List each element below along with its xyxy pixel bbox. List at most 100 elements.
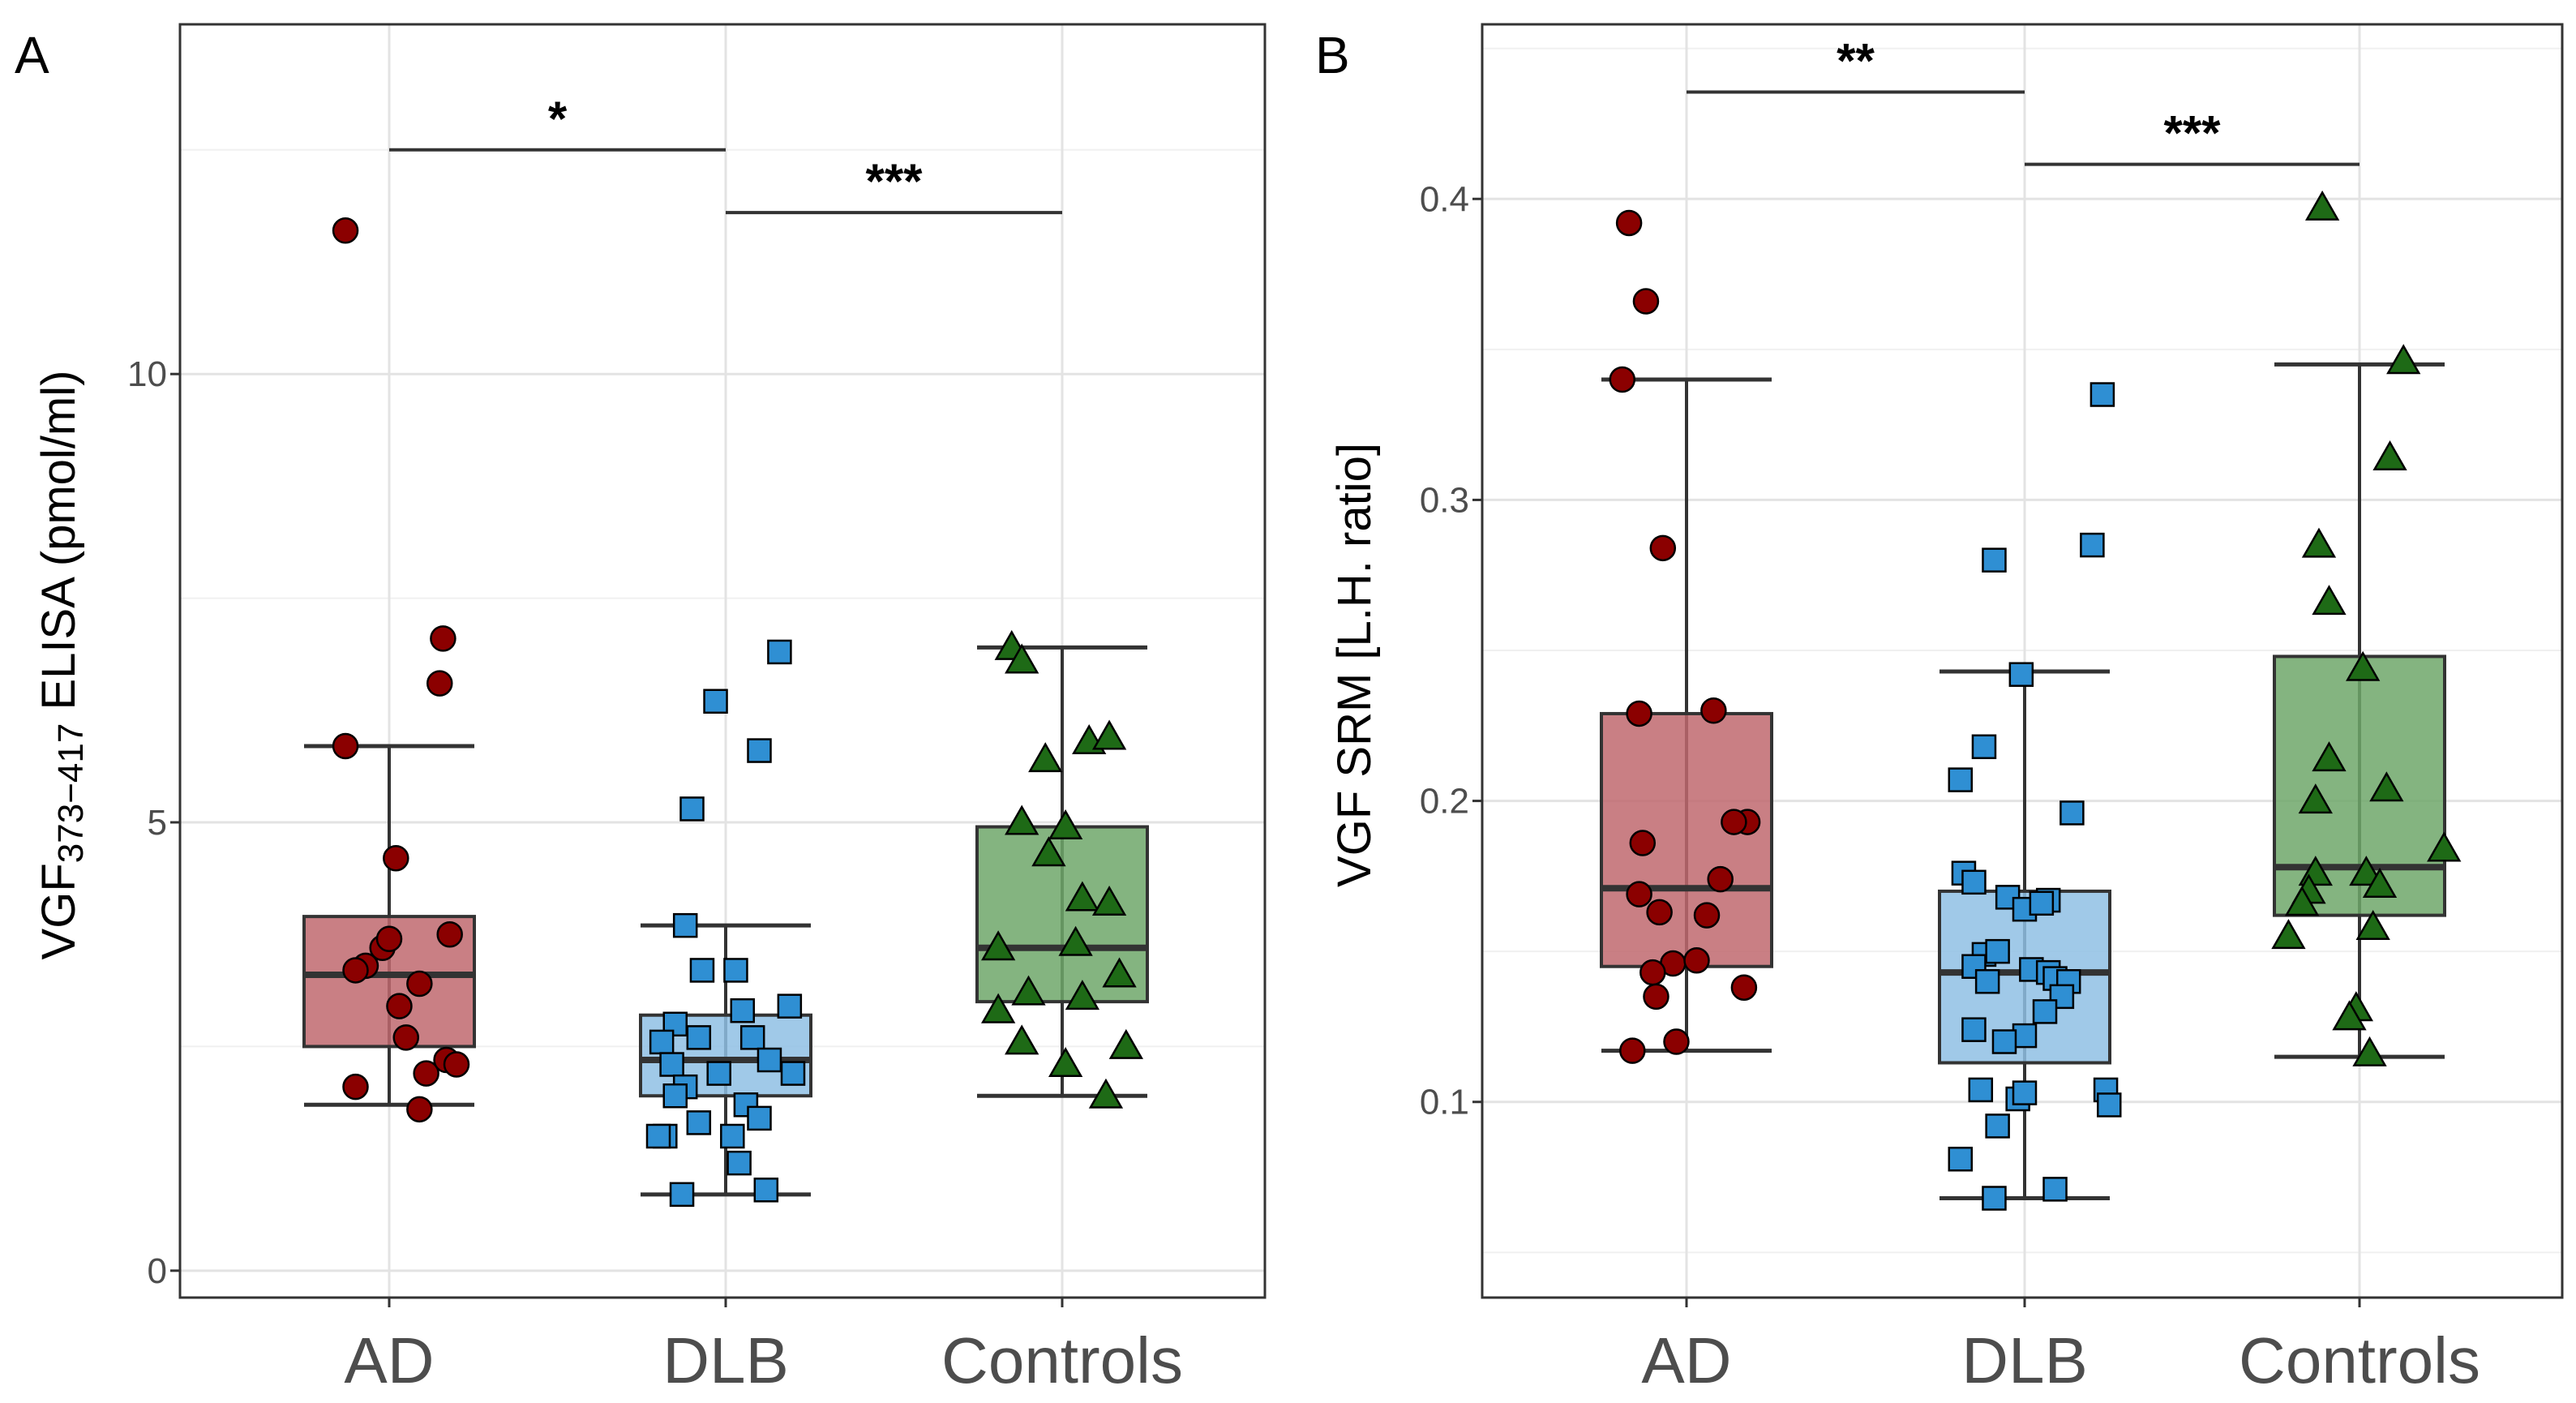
data-point-dlb <box>686 1025 712 1050</box>
data-point-dlb <box>703 689 728 714</box>
data-point-controls <box>2386 344 2421 375</box>
data-point-controls <box>1005 643 1039 674</box>
data-point-dlb <box>730 998 755 1023</box>
data-point-ad <box>375 925 403 952</box>
data-point-ad <box>332 732 359 760</box>
significance-label: *** <box>865 154 923 208</box>
data-point-dlb <box>739 1025 765 1050</box>
data-point-controls <box>2427 831 2462 862</box>
data-point-ad <box>1721 809 1747 835</box>
data-point-dlb <box>2097 1092 2122 1118</box>
x-tick-label: AD <box>1641 1324 1731 1397</box>
data-point-ad <box>426 670 453 697</box>
y-tick-label: 0.2 <box>1420 782 1469 822</box>
data-point-dlb <box>1948 1147 1974 1172</box>
data-point-ad <box>392 1024 419 1051</box>
data-point-controls <box>2312 741 2347 772</box>
data-point-dlb <box>1974 969 2000 994</box>
data-point-controls <box>1091 719 1127 750</box>
data-point-dlb <box>645 1123 671 1149</box>
data-point-dlb <box>2032 999 2058 1024</box>
data-point-dlb <box>1971 734 1997 760</box>
y-tick-label: 0.3 <box>1420 480 1469 520</box>
plot-border <box>178 23 1267 1299</box>
data-point-controls <box>2312 585 2347 616</box>
y-axis-title-main: VGF <box>32 863 85 959</box>
data-point-dlb <box>777 993 803 1019</box>
data-point-dlb <box>2042 1177 2068 1202</box>
data-point-dlb <box>649 1029 675 1055</box>
plot-border <box>1481 23 2564 1299</box>
data-point-ad <box>1609 366 1636 393</box>
data-point-dlb <box>2029 890 2055 916</box>
data-point-ad <box>332 217 359 244</box>
data-point-controls <box>2271 919 2306 950</box>
y-axis-title: VGF SRM [L.H. ratio] <box>1328 443 1381 887</box>
x-tick-label: DLB <box>662 1324 789 1397</box>
data-point-ad <box>1626 881 1652 907</box>
data-point-ad <box>1663 1028 1690 1055</box>
data-point-ad <box>1693 902 1721 929</box>
data-point-dlb <box>757 1047 782 1073</box>
data-point-controls <box>2369 771 2404 802</box>
y-tick-label: 0 <box>148 1251 167 1291</box>
data-point-controls <box>1108 1028 1144 1059</box>
data-point-dlb <box>723 958 748 983</box>
data-point-ad <box>1639 959 1666 986</box>
data-point-ad <box>406 970 433 998</box>
data-point-controls <box>1005 1024 1039 1055</box>
data-point-dlb <box>780 1061 806 1086</box>
data-point-dlb <box>689 958 715 983</box>
data-point-dlb <box>747 738 772 763</box>
data-point-dlb <box>1948 767 1974 792</box>
data-point-ad <box>1707 865 1734 893</box>
data-point-ad <box>1632 288 1660 315</box>
data-point-controls <box>980 993 1016 1023</box>
data-point-ad <box>430 625 456 652</box>
x-tick-label: DLB <box>1961 1324 2088 1397</box>
y-tick-label: 0.1 <box>1420 1083 1469 1122</box>
data-point-controls <box>2346 650 2381 681</box>
data-point-controls <box>1048 809 1083 840</box>
data-point-dlb <box>1982 1186 2007 1211</box>
data-point-ad <box>1643 983 1669 1010</box>
data-point-dlb <box>2060 800 2085 826</box>
data-point-controls <box>1011 975 1046 1006</box>
data-point-dlb <box>1991 1029 2017 1054</box>
y-axis-title-main: VGF SRM [L.H. ratio] <box>1328 443 1381 887</box>
data-point-dlb <box>2012 1080 2038 1105</box>
data-point-dlb <box>747 1105 772 1131</box>
data-point-dlb <box>706 1061 731 1086</box>
data-point-controls <box>2352 1036 2387 1066</box>
y-tick-label: 0.4 <box>1420 179 1469 219</box>
data-point-dlb <box>1961 869 1987 895</box>
y-tick-label: 10 <box>127 354 167 394</box>
data-point-dlb <box>669 1182 695 1208</box>
data-point-ad <box>406 1096 433 1123</box>
data-point-dlb <box>1968 1077 1994 1103</box>
data-point-dlb <box>672 912 698 938</box>
data-point-controls <box>1065 980 1100 1010</box>
panel-letter: B <box>1315 26 1350 84</box>
data-point-ad <box>413 1060 439 1087</box>
data-point-ad <box>436 920 463 948</box>
data-point-dlb <box>2080 532 2105 558</box>
data-point-controls <box>1091 886 1127 916</box>
data-point-dlb <box>686 1110 712 1135</box>
box-iqr <box>1600 711 1773 968</box>
data-point-ad <box>1646 899 1673 926</box>
data-point-dlb <box>662 1083 688 1109</box>
y-tick-label: 5 <box>148 803 167 843</box>
x-tick-label: AD <box>344 1324 434 1397</box>
data-point-dlb <box>659 1052 684 1077</box>
significance-label: ** <box>1837 34 1875 88</box>
data-point-controls <box>2362 867 2398 899</box>
data-point-controls <box>2304 190 2340 221</box>
data-point-controls <box>1058 925 1093 956</box>
data-point-ad <box>1626 700 1652 727</box>
box-controls <box>2273 362 2446 1059</box>
data-point-dlb <box>753 1178 779 1203</box>
data-point-dlb <box>679 796 705 822</box>
